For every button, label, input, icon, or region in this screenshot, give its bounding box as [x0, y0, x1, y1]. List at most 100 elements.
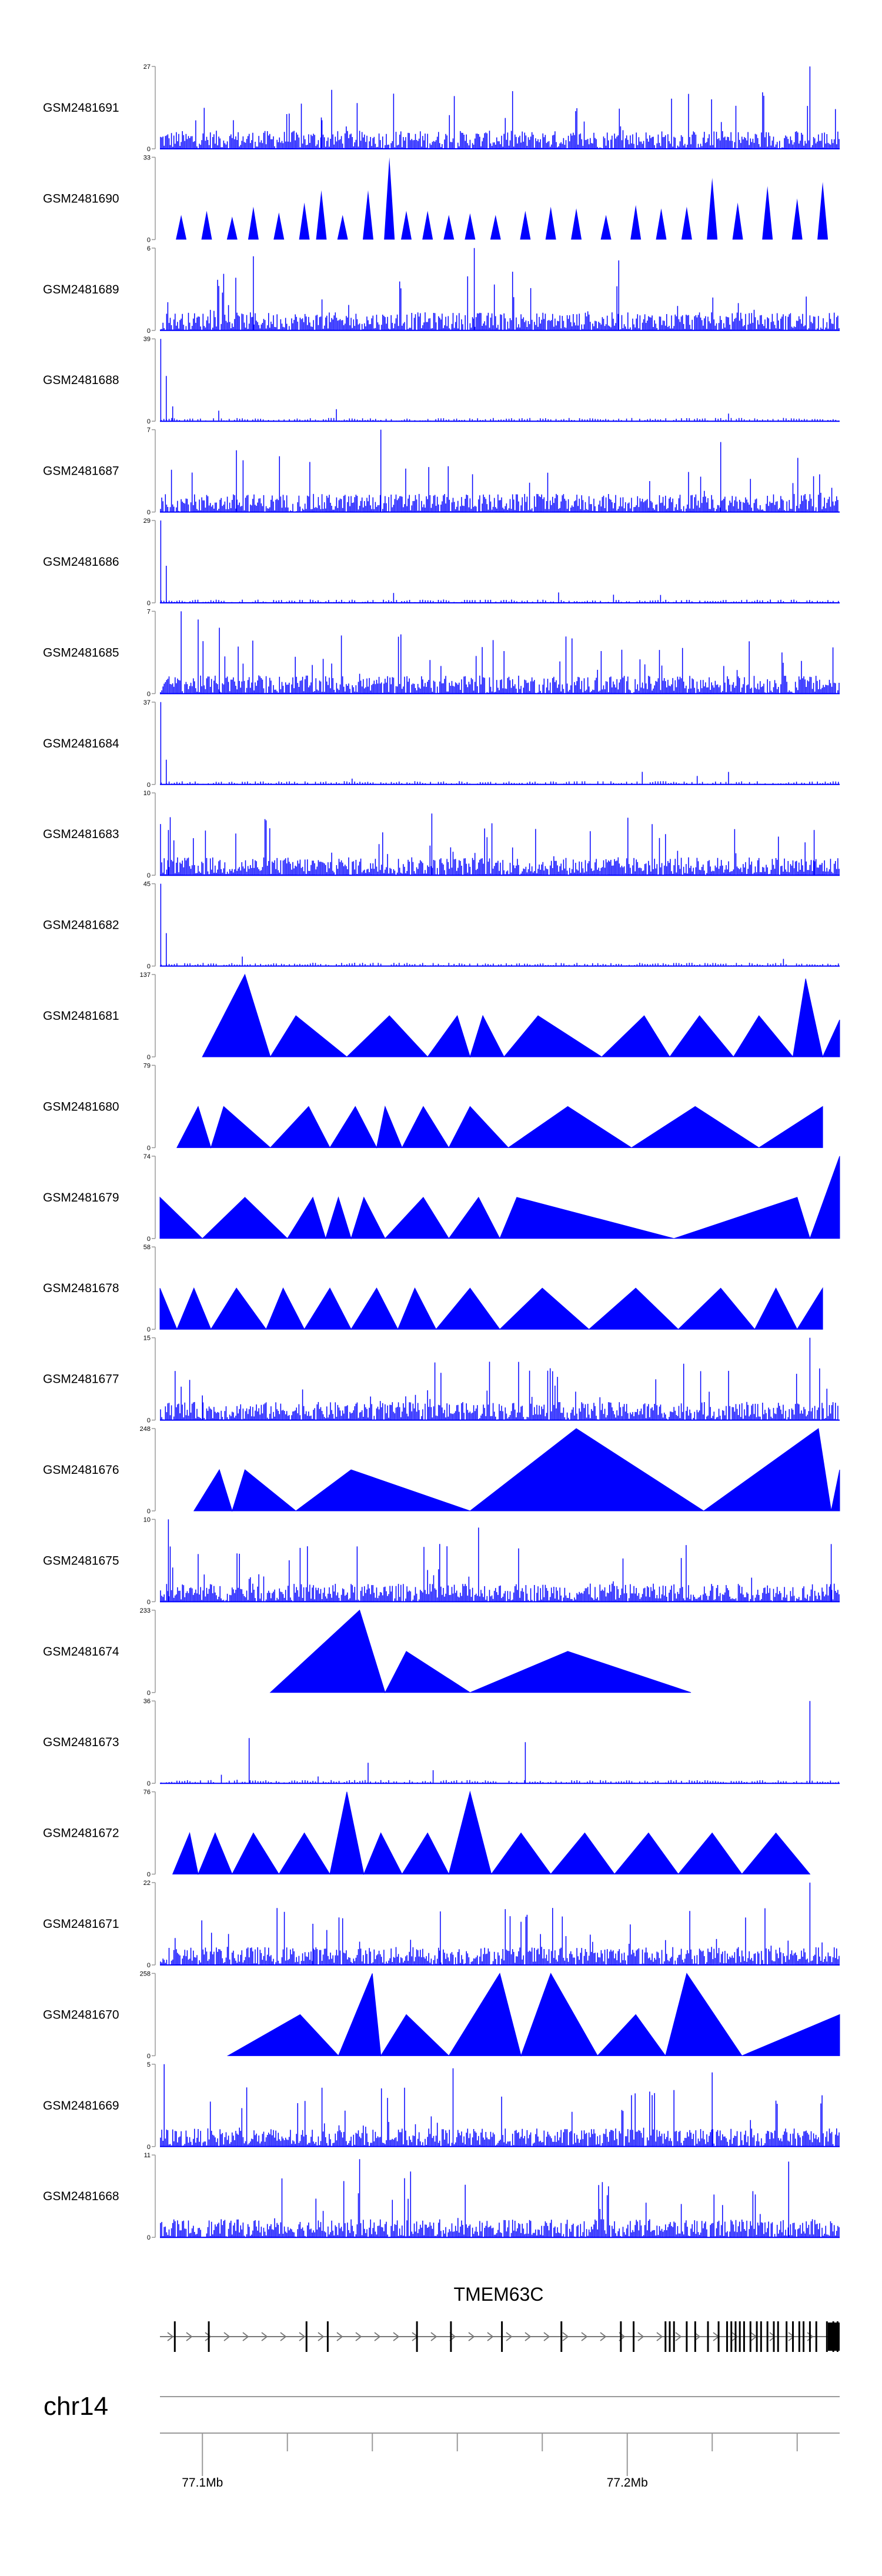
coverage-area [160, 157, 840, 240]
strand-arrow-icon [374, 2332, 381, 2341]
track-GSM2481690: GSM2481690 33 0 [43, 154, 840, 243]
y-max-label: 37 [143, 699, 151, 706]
gene-model [160, 2321, 840, 2352]
coverage-area [159, 1287, 823, 1330]
coverage-area [159, 1156, 840, 1240]
track-GSM2481671: GSM2481671 22 0 [43, 1880, 840, 1969]
exon-mark [815, 2321, 817, 2352]
coverage-signal [160, 883, 839, 966]
y-min-label: 0 [147, 2053, 151, 2060]
gene-name-label: TMEM63C [454, 2284, 544, 2305]
strand-arrow-icon [543, 2332, 550, 2341]
track-label: GSM2481688 [43, 373, 119, 387]
exon-mark [707, 2321, 709, 2352]
y-max-label: 22 [143, 1880, 151, 1887]
track-GSM2481673: GSM2481673 36 0 [43, 1698, 840, 1787]
strand-arrow-icon [223, 2332, 230, 2341]
coverage-signal [160, 702, 839, 785]
exon-mark [808, 2321, 811, 2352]
y-min-label: 0 [147, 2234, 151, 2241]
y-max-label: 137 [140, 972, 151, 979]
strand-arrow-icon [336, 2332, 343, 2341]
track-GSM2481691: GSM2481691 27 0 [43, 64, 840, 153]
coverage-signal [160, 248, 840, 331]
exon-mark [620, 2321, 622, 2352]
y-max-label: 33 [143, 154, 151, 161]
track-label: GSM2481685 [43, 646, 119, 659]
strand-arrow-icon [600, 2332, 607, 2341]
y-min-label: 0 [147, 236, 151, 243]
strand-arrow-icon [562, 2332, 569, 2341]
gene-track: TMEM63C [160, 2284, 840, 2352]
y-min-label: 0 [147, 1599, 151, 1606]
y-min-label: 0 [147, 872, 151, 879]
track-label: GSM2481672 [43, 1827, 119, 1840]
y-min-label: 0 [147, 782, 151, 789]
coverage-signal [160, 1883, 840, 1965]
strand-arrow-icon [468, 2332, 475, 2341]
exon-mark [726, 2321, 729, 2352]
exon-mark [669, 2321, 671, 2352]
exon-mark [734, 2321, 737, 2352]
y-min-label: 0 [147, 1236, 151, 1243]
track-label: GSM2481683 [43, 827, 119, 841]
y-max-label: 45 [143, 881, 151, 888]
coverage-signal [160, 429, 840, 512]
track-label: GSM2481684 [43, 737, 119, 750]
exon-mark [739, 2321, 741, 2352]
strand-arrow-icon [299, 2332, 306, 2341]
strand-arrow-icon [731, 2332, 739, 2341]
coverage-signal [160, 520, 839, 603]
track-label: GSM2481691 [43, 101, 119, 115]
y-min-label: 0 [147, 328, 151, 335]
track-label: GSM2481675 [43, 1554, 119, 1567]
y-min-label: 0 [147, 600, 151, 607]
y-max-label: 5 [147, 2061, 151, 2068]
track-label: GSM2481682 [43, 919, 119, 932]
coverage-area [176, 1105, 823, 1149]
exon-mark [717, 2321, 720, 2352]
exon-mark [633, 2321, 635, 2352]
track-label: GSM2481673 [43, 1736, 119, 1749]
coverage-signal [160, 1337, 840, 1420]
exon-mark [803, 2321, 805, 2352]
strand-arrow-icon [637, 2332, 644, 2341]
exon-mark [777, 2321, 779, 2352]
y-max-label: 10 [143, 1516, 151, 1523]
y-max-label: 6 [147, 245, 151, 252]
strand-arrow-icon [167, 2332, 174, 2341]
y-min-label: 0 [147, 1417, 151, 1424]
y-max-label: 39 [143, 336, 151, 343]
strand-arrow-icon [355, 2332, 362, 2341]
exon-utr-block [828, 2323, 840, 2351]
exon-mark [786, 2321, 788, 2352]
y-min-label: 0 [147, 146, 151, 153]
genome-axis: chr14 77.1Mb 77.2Mb [44, 2392, 840, 2490]
exon-mark [694, 2321, 696, 2352]
coverage-signal [160, 339, 839, 422]
track-label: GSM2481668 [43, 2190, 119, 2203]
exon-mark [760, 2321, 762, 2352]
track-GSM2481677: GSM2481677 15 0 [43, 1335, 840, 1424]
exon-mark [305, 2321, 308, 2352]
coverage-area [269, 1609, 691, 1694]
coverage-signal [160, 2064, 840, 2147]
track-label: GSM2481687 [43, 465, 119, 478]
y-min-label: 0 [147, 1326, 151, 1333]
exon-mark [826, 2321, 828, 2352]
y-min-label: 0 [147, 418, 151, 425]
y-max-label: 36 [143, 1698, 151, 1705]
y-min-label: 0 [147, 2144, 151, 2151]
coverage-signal [160, 66, 840, 149]
strand-arrow-icon [769, 2332, 776, 2341]
y-min-label: 0 [147, 1054, 151, 1061]
y-max-label: 11 [144, 2152, 151, 2159]
y-max-label: 7 [147, 427, 151, 434]
y-min-label: 0 [147, 963, 151, 970]
y-min-label: 0 [147, 1690, 151, 1697]
y-max-label: 248 [140, 1426, 151, 1433]
coverage-area [172, 1790, 811, 1876]
exon-mark [730, 2321, 733, 2352]
track-label: GSM2481671 [43, 1917, 119, 1931]
